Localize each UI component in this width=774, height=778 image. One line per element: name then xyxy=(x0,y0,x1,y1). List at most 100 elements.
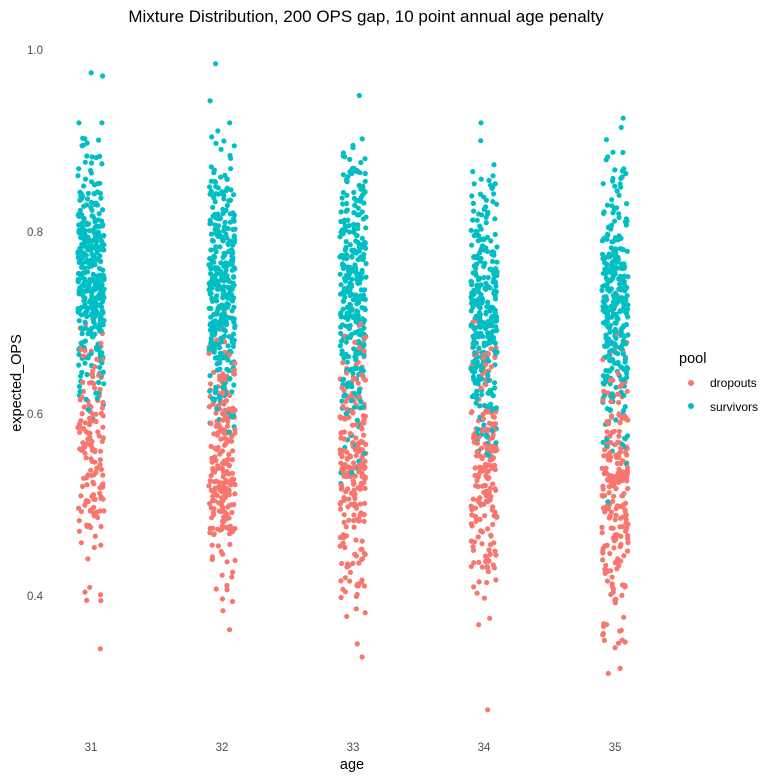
data-point-survivors xyxy=(617,345,623,351)
data-point-survivors xyxy=(483,204,489,210)
data-point-dropouts xyxy=(229,438,235,444)
data-point-survivors xyxy=(77,373,84,379)
data-point-survivors xyxy=(342,278,349,284)
legend-label-dropouts: dropouts xyxy=(710,376,757,390)
data-point-survivors xyxy=(478,282,484,288)
data-point-dropouts xyxy=(359,556,365,563)
data-point-dropouts xyxy=(213,586,219,592)
data-point-survivors xyxy=(474,395,480,401)
data-point-survivors xyxy=(612,329,618,335)
data-point-survivors xyxy=(218,322,224,328)
data-point-survivors xyxy=(75,309,81,315)
data-point-survivors xyxy=(473,272,479,278)
data-point-dropouts xyxy=(359,538,365,544)
data-point-dropouts xyxy=(487,615,493,621)
data-point-dropouts xyxy=(209,515,215,521)
data-point-dropouts xyxy=(76,518,82,524)
data-point-survivors xyxy=(92,331,98,337)
data-point-dropouts xyxy=(356,394,362,400)
data-point-survivors xyxy=(80,135,86,141)
data-point-survivors xyxy=(75,212,81,218)
data-point-survivors xyxy=(356,300,362,306)
data-point-dropouts xyxy=(485,707,491,713)
data-point-survivors xyxy=(620,351,626,357)
data-point-survivors xyxy=(490,258,496,264)
data-point-survivors xyxy=(477,258,483,264)
data-point-survivors xyxy=(620,115,626,121)
data-point-dropouts xyxy=(602,493,608,499)
data-point-dropouts xyxy=(485,569,491,575)
data-point-survivors xyxy=(340,153,346,159)
data-point-survivors xyxy=(207,184,213,190)
data-point-dropouts xyxy=(612,517,618,523)
data-point-survivors xyxy=(221,284,227,290)
data-point-dropouts xyxy=(357,486,363,492)
data-point-dropouts xyxy=(617,665,623,672)
data-point-dropouts xyxy=(479,541,485,547)
data-point-dropouts xyxy=(356,516,362,522)
data-point-survivors xyxy=(208,231,215,237)
data-point-dropouts xyxy=(346,563,352,569)
data-point-survivors xyxy=(341,286,347,292)
data-point-survivors xyxy=(347,242,353,248)
data-point-dropouts xyxy=(611,493,617,499)
data-point-survivors xyxy=(206,305,212,311)
points-layer xyxy=(75,61,631,713)
data-point-survivors xyxy=(494,259,500,265)
data-point-survivors xyxy=(471,181,477,187)
data-point-dropouts xyxy=(602,566,608,572)
data-point-dropouts xyxy=(86,380,93,386)
data-point-survivors xyxy=(612,183,618,189)
data-point-dropouts xyxy=(356,560,362,566)
data-point-survivors xyxy=(212,179,218,185)
data-point-dropouts xyxy=(616,399,622,406)
x-axis-ticks: 31 32 33 34 35 xyxy=(85,742,622,754)
data-point-survivors xyxy=(213,387,219,393)
data-point-dropouts xyxy=(483,382,489,388)
data-point-dropouts xyxy=(354,641,360,647)
data-point-dropouts xyxy=(226,352,232,358)
data-point-survivors xyxy=(488,238,494,244)
data-point-survivors xyxy=(477,324,483,330)
data-point-survivors xyxy=(343,201,350,207)
data-point-dropouts xyxy=(220,399,226,405)
data-point-dropouts xyxy=(98,598,104,604)
data-point-survivors xyxy=(359,366,365,372)
data-point-dropouts xyxy=(491,540,497,546)
data-point-survivors xyxy=(618,184,624,190)
data-point-survivors xyxy=(87,167,94,174)
data-point-survivors xyxy=(211,167,217,173)
data-point-survivors xyxy=(493,440,499,446)
data-point-dropouts xyxy=(350,460,357,466)
data-point-survivors xyxy=(488,182,494,188)
data-point-dropouts xyxy=(225,423,231,429)
data-point-dropouts xyxy=(356,345,362,351)
data-point-survivors xyxy=(222,333,228,339)
data-point-dropouts xyxy=(492,548,498,554)
data-point-survivors xyxy=(229,298,235,304)
data-point-survivors xyxy=(602,235,609,241)
data-point-dropouts xyxy=(339,429,345,436)
data-point-survivors xyxy=(494,244,500,250)
data-point-survivors xyxy=(100,369,106,375)
data-point-survivors xyxy=(606,352,612,358)
data-point-survivors xyxy=(231,382,237,388)
data-point-dropouts xyxy=(608,399,614,405)
data-point-dropouts xyxy=(473,453,479,459)
data-point-survivors xyxy=(486,358,492,364)
data-point-survivors xyxy=(491,380,498,386)
data-point-survivors xyxy=(477,305,483,311)
data-point-dropouts xyxy=(492,409,499,415)
data-point-dropouts xyxy=(622,509,628,515)
data-point-dropouts xyxy=(608,509,615,515)
data-point-survivors xyxy=(478,367,484,373)
data-point-survivors xyxy=(208,178,214,184)
data-point-survivors xyxy=(494,201,500,207)
data-point-survivors xyxy=(222,172,228,178)
data-point-dropouts xyxy=(604,578,611,584)
data-point-survivors xyxy=(360,183,366,189)
legend-title: pool xyxy=(679,351,706,367)
data-point-dropouts xyxy=(353,502,359,509)
data-point-dropouts xyxy=(232,491,238,497)
data-point-survivors xyxy=(486,377,492,383)
